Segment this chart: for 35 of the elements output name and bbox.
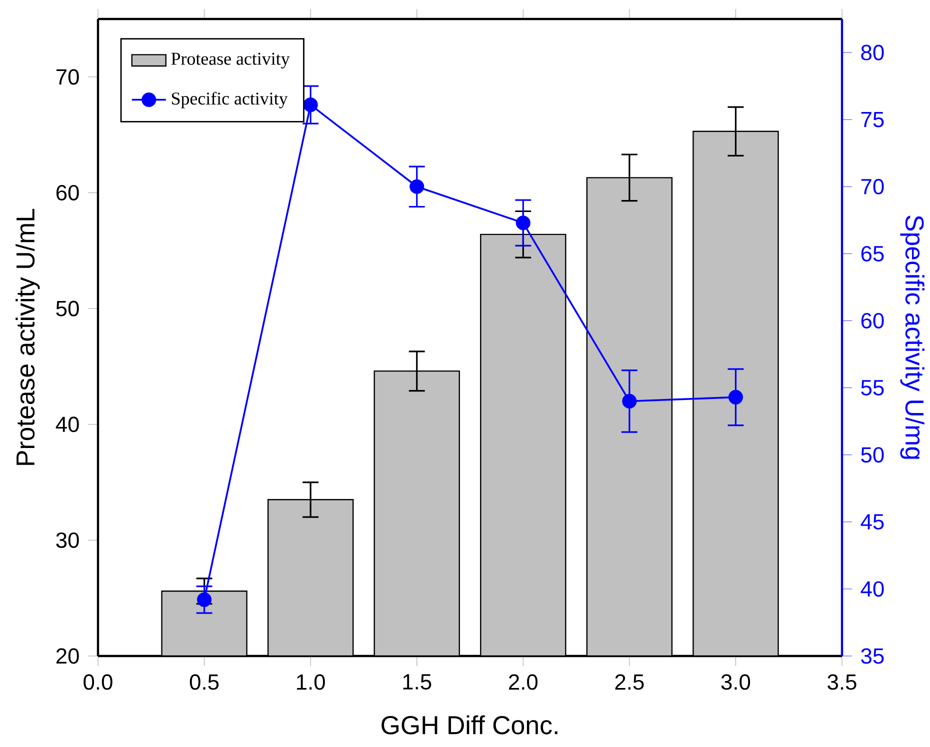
x-tick-label: 0.5: [190, 674, 219, 690]
point: [410, 179, 424, 194]
y2-tick-label: 70: [861, 178, 884, 194]
y2-tick-label: 60: [861, 313, 884, 328]
x-tick-label: 1.5: [403, 674, 432, 690]
y2-tick-label: 45: [860, 514, 884, 530]
x-tick-label: 1.0: [296, 674, 325, 690]
point: [622, 394, 637, 408]
x-tick-label: 3.0: [721, 674, 750, 690]
x-tick-label: 3.5: [828, 674, 856, 690]
y-tick-label: 70: [56, 69, 79, 85]
y2-tick-label: 35: [861, 648, 884, 664]
x-tick-label: 0.0: [84, 674, 112, 690]
y2-tick-label: 40: [860, 581, 884, 597]
point: [303, 98, 318, 112]
x-tick-label: 2.0: [509, 674, 538, 690]
y2-tick-label: 65: [861, 246, 884, 262]
y-axis-title: Protease activity U/mL: [16, 208, 40, 465]
x-axis-title: GGH Diff Conc.: [382, 715, 558, 734]
point: [728, 390, 743, 404]
y-tick-label: 30: [56, 532, 79, 548]
y2-axis-title: Specific activity U/mg: [900, 216, 924, 459]
y2-tick-label: 80: [861, 44, 884, 60]
x-tick-label: 2.5: [615, 674, 644, 690]
y-tick-label: 40: [56, 416, 79, 432]
y2-tick-label: 55: [861, 380, 884, 396]
y-tick-label: 50: [56, 300, 79, 316]
y-tick-label: 20: [56, 648, 79, 664]
legend-label: Protease activity: [171, 52, 290, 69]
y2-tick-label: 75: [861, 112, 884, 128]
y-tick-label: 60: [56, 184, 79, 200]
point: [197, 592, 212, 607]
legend-label: Specific activity: [172, 92, 288, 108]
y2-tick-label: 50: [861, 447, 884, 463]
point: [516, 216, 530, 230]
